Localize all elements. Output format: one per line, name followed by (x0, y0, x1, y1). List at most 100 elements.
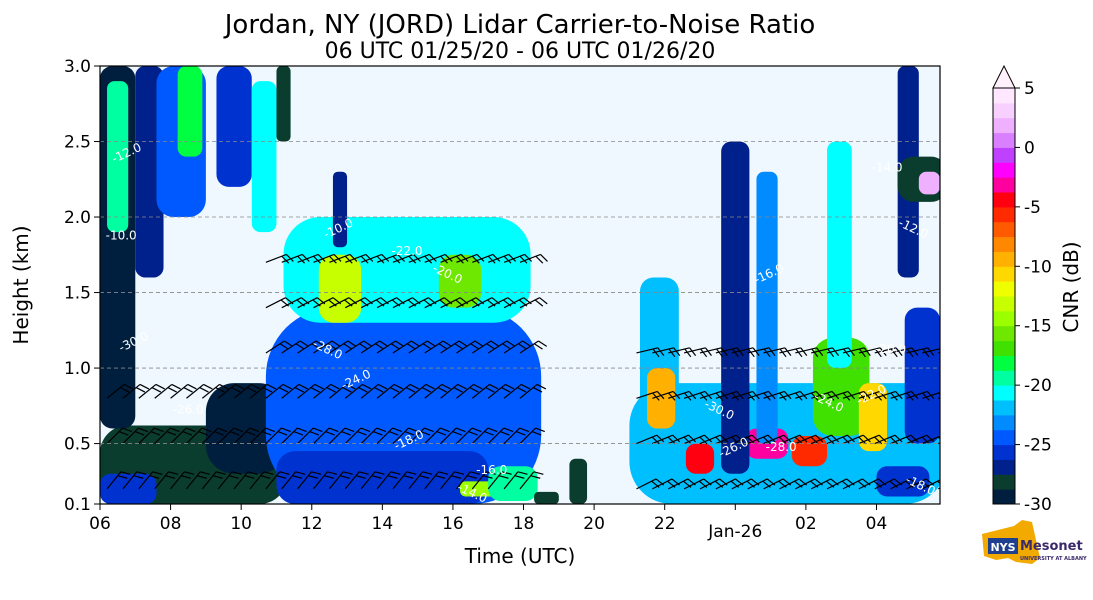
wind-barb (392, 471, 417, 490)
wind-barb (763, 347, 792, 358)
cnr-region (276, 451, 489, 504)
wind-barb (138, 383, 165, 399)
wind-barb (715, 434, 744, 445)
logo-badge-text: NYS (990, 541, 1015, 554)
wind-barb (360, 427, 387, 445)
wind-barb (217, 427, 244, 445)
colorbar-segment (993, 355, 1015, 371)
colorbar-frame (992, 87, 1016, 505)
colorbar-segment (993, 206, 1015, 223)
colorbar-segment (993, 325, 1015, 342)
wind-barb (217, 383, 245, 399)
colorbar-segment (993, 177, 1015, 193)
contour-label: -20.0 (875, 342, 906, 356)
wind-barb (472, 253, 501, 264)
cnr-region (756, 171, 778, 444)
wind-barb (376, 253, 405, 264)
wind-barb (906, 347, 935, 358)
wind-barb (424, 427, 450, 445)
wind-barb (329, 340, 357, 354)
wind-barb (138, 471, 163, 490)
wind-barb (297, 340, 325, 354)
wind-barb (937, 478, 940, 490)
wind-barb (456, 427, 482, 445)
wind-barb (503, 427, 530, 445)
wind-barb (456, 471, 480, 490)
contour-label: -22.0 (392, 244, 423, 258)
wind-barb (328, 427, 355, 445)
wind-barb (683, 347, 712, 358)
wind-barb (297, 383, 324, 399)
cnr-region (107, 81, 129, 233)
wind-barb (154, 427, 180, 445)
wind-barb (874, 347, 903, 358)
wind-barb (424, 253, 453, 264)
wind-barb (265, 340, 293, 354)
x-tick-label: 22 (654, 514, 676, 534)
colorbar-tick-label: -30 (1024, 495, 1052, 515)
cnr-region (721, 141, 750, 474)
colorbar-segment (993, 162, 1015, 178)
wind-barb (249, 471, 274, 490)
wind-barb (519, 471, 544, 490)
wind-barb (424, 340, 452, 354)
wind-barb (408, 253, 437, 264)
wind-barb (201, 471, 226, 490)
wind-barb (360, 253, 390, 264)
y-axis-ticks: 0.1 0.5 1.0 1.5 2.0 2.5 3.0 (64, 57, 100, 515)
wind-barb (408, 471, 433, 490)
colorbar-segment (993, 281, 1015, 297)
colorbar-segment (993, 147, 1015, 163)
x-tick-label: 16 (442, 514, 464, 534)
cnr-region (276, 66, 291, 142)
y-tick-label: 2.5 (64, 133, 91, 153)
wind-barb (122, 427, 148, 445)
nys-mesonet-logo: NYS Mesonet UNIVERSITY AT ALBANY (982, 520, 1087, 564)
x-tick-label: 04 (866, 514, 888, 534)
wind-barb (652, 434, 681, 445)
y-tick-label: 0.5 (64, 435, 91, 455)
wind-barb (519, 340, 548, 354)
colorbar-segment (993, 385, 1015, 401)
wind-barb (519, 253, 548, 264)
colorbar-segment (993, 296, 1015, 312)
wind-barb (519, 297, 548, 309)
wind-barb (747, 434, 776, 445)
wind-barb (297, 427, 323, 445)
wind-barb (360, 471, 385, 490)
wind-barb (265, 427, 291, 445)
wind-barb (106, 471, 131, 490)
colorbar-segment (993, 221, 1015, 238)
colorbar-segment (993, 117, 1015, 134)
wind-barb (329, 253, 358, 264)
wind-barb (154, 471, 179, 490)
wind-barb (795, 434, 824, 445)
wind-barb (360, 383, 388, 399)
colorbar-segment (993, 102, 1015, 119)
wind-barb (186, 427, 212, 445)
colorbar-segment (993, 489, 1015, 505)
wind-barb (810, 434, 840, 445)
wind-barb (424, 383, 451, 399)
cnr-region (177, 66, 203, 157)
wind-barb (313, 471, 338, 490)
y-tick-label: 2.0 (64, 208, 91, 228)
cnr-region (318, 254, 362, 323)
wind-barb (344, 471, 369, 490)
wind-barb (519, 383, 547, 399)
contour-label: -10.0 (106, 229, 137, 243)
x-tick-label: 14 (372, 514, 394, 534)
cnr-region (812, 337, 870, 437)
wind-barb (922, 478, 940, 490)
wind-barb (890, 347, 919, 358)
wind-barb (297, 253, 326, 264)
wind-barb (503, 383, 531, 399)
x-tick-label: 20 (583, 514, 605, 534)
wind-barb (313, 340, 341, 354)
wind-barb (424, 471, 449, 490)
wind-barb (858, 434, 887, 445)
wind-barb (376, 427, 403, 445)
colorbar-segment (993, 236, 1015, 252)
wind-barb (874, 434, 903, 445)
